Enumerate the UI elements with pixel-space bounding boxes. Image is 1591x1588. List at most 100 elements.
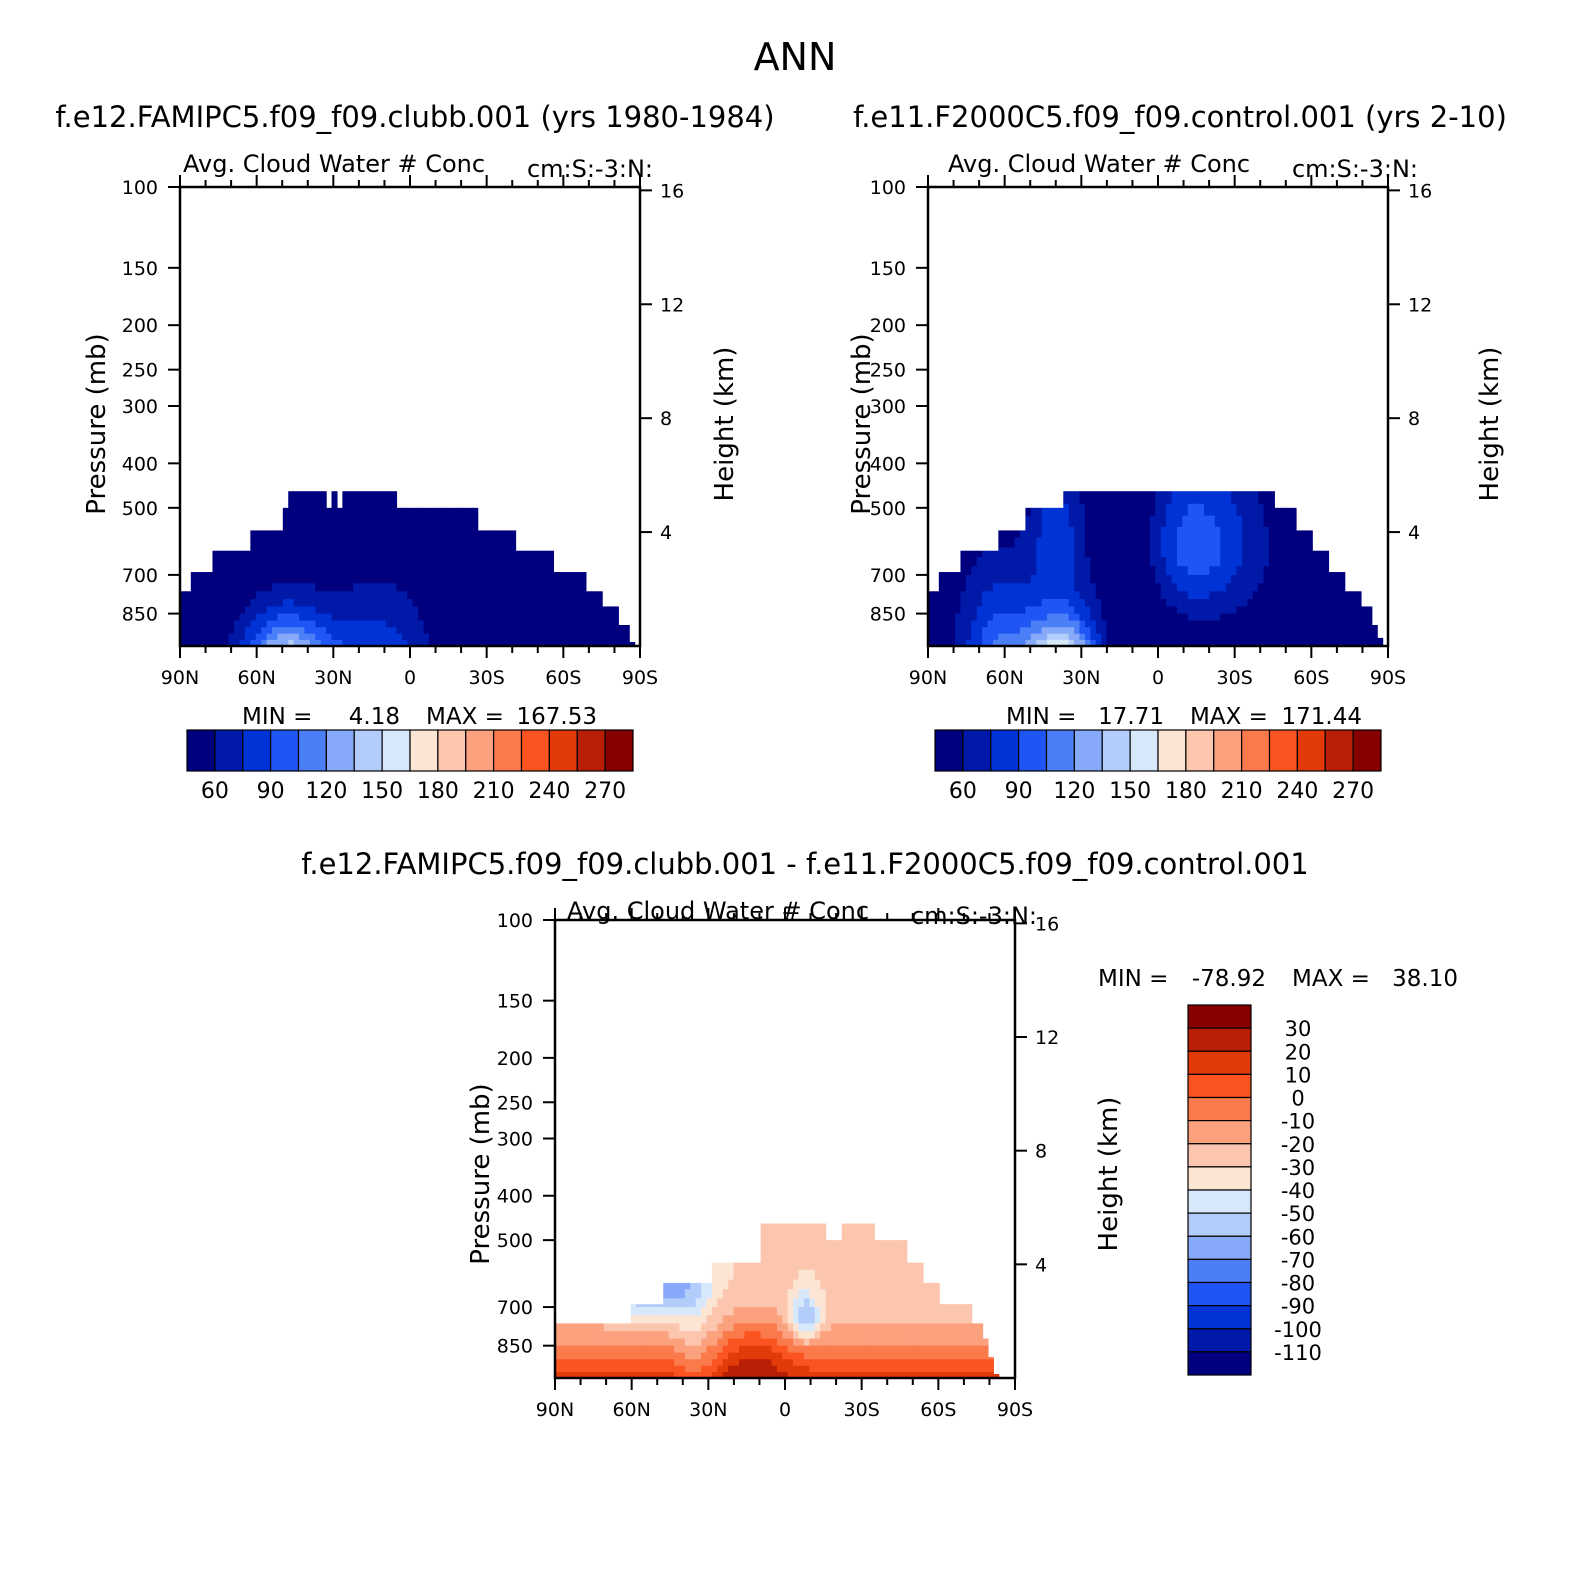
contour-cell (217, 591, 224, 600)
contour-cell (612, 633, 619, 641)
contour-cell (1323, 599, 1330, 608)
contour-cell (1285, 599, 1292, 608)
contour-cell (901, 1345, 908, 1354)
contour-cell (369, 557, 376, 567)
contour-cell (1144, 639, 1151, 647)
contour-cell (1068, 627, 1075, 635)
contour-cell (895, 1307, 902, 1316)
contour-cell (852, 1236, 859, 1249)
contour-cell (591, 627, 598, 635)
contour-cell (293, 526, 300, 539)
contour-cell (342, 547, 349, 558)
contour-cell (592, 1359, 599, 1367)
contour-cell (960, 574, 967, 584)
contour-cell (1241, 574, 1248, 584)
contour-cell (1290, 537, 1297, 549)
contour-cell (901, 1289, 908, 1299)
contour-cell (537, 550, 544, 558)
contour-cell (982, 1345, 989, 1354)
contour-cell (1030, 507, 1037, 517)
contour-cell (966, 1323, 973, 1332)
contour-cell (965, 550, 972, 558)
contour-cell (814, 1331, 821, 1340)
colorbar-swatch (1268, 729, 1298, 772)
contour-cell (695, 1331, 702, 1340)
contour-cell (874, 1269, 881, 1281)
contour-cell (1079, 620, 1086, 628)
contour-cell (477, 557, 484, 567)
contour-cell (1339, 599, 1346, 608)
contour-cell (299, 620, 306, 628)
contour-cell (912, 1359, 919, 1367)
colorbar-swatch (1187, 1120, 1252, 1145)
colorbar-label: 20 (1285, 1040, 1312, 1064)
contour-cell (733, 1307, 740, 1316)
contour-cell (282, 620, 289, 628)
contour-cell (690, 1298, 697, 1308)
contour-cell (596, 606, 603, 615)
contour-cell (1020, 583, 1027, 592)
contour-cell (890, 1338, 897, 1347)
colorbar-swatch (1187, 1212, 1252, 1237)
contour-cell (1274, 627, 1281, 635)
contour-cell (282, 591, 289, 600)
contour-cell (369, 526, 376, 539)
contour-cell (965, 574, 972, 584)
contour-cell (706, 1331, 713, 1340)
contour-cell (428, 583, 435, 592)
contour-cell (565, 1359, 572, 1367)
contour-cell (1144, 566, 1151, 576)
contour-cell (1079, 606, 1086, 615)
contour-cell (1155, 591, 1162, 600)
contour-cell (814, 1352, 821, 1360)
contour-cell (1182, 547, 1189, 558)
contour-cell (1204, 557, 1211, 567)
contour-cell (657, 1352, 664, 1360)
contour-cell (1068, 633, 1075, 641)
contour-cell (358, 526, 365, 539)
contour-cell (493, 633, 500, 641)
contour-cell (614, 1359, 621, 1367)
contour-cell (647, 1359, 654, 1367)
contour-cell (1247, 557, 1254, 567)
colorbar-label: -100 (1274, 1318, 1322, 1342)
contour-cell (879, 1298, 886, 1308)
contour-cell (831, 1269, 838, 1281)
contour-cell (1020, 557, 1027, 567)
contour-cell (1241, 526, 1248, 539)
contour-cell (1268, 557, 1275, 567)
contour-cell (782, 1371, 789, 1379)
contour-cell (558, 574, 565, 584)
contour-cell (450, 557, 457, 567)
colorbar-label: 210 (473, 779, 515, 804)
contour-cell (1198, 557, 1205, 567)
colorbar-label: -80 (1281, 1272, 1315, 1296)
contour-cell (1122, 583, 1129, 592)
contour-cell (1241, 599, 1248, 608)
contour-cell (1241, 537, 1248, 549)
contour-cell (331, 633, 338, 641)
contour-cell (776, 1359, 783, 1367)
contour-cell (809, 1371, 816, 1379)
contour-cell (1047, 606, 1054, 615)
contour-cell (428, 633, 435, 641)
contour-cell (1209, 627, 1216, 635)
contour-cell (1198, 613, 1205, 622)
contour-cell (1258, 566, 1265, 576)
contour-cell (890, 1298, 897, 1308)
contour-cell (1279, 526, 1286, 539)
contour-cell (309, 613, 316, 622)
contour-cell (466, 633, 473, 641)
contour-cell (982, 1338, 989, 1347)
contour-cell (998, 599, 1005, 608)
contour-cell (1350, 639, 1357, 647)
contour-cell (820, 1307, 827, 1316)
contour-cell (1117, 633, 1124, 641)
contour-cell (250, 613, 257, 622)
contour-cell (1231, 627, 1238, 635)
contour-cell (299, 503, 306, 517)
contour-cell (1106, 574, 1113, 584)
contour-cell (592, 1371, 599, 1379)
contour-cell (1166, 566, 1173, 576)
contour-cell (636, 1307, 643, 1316)
